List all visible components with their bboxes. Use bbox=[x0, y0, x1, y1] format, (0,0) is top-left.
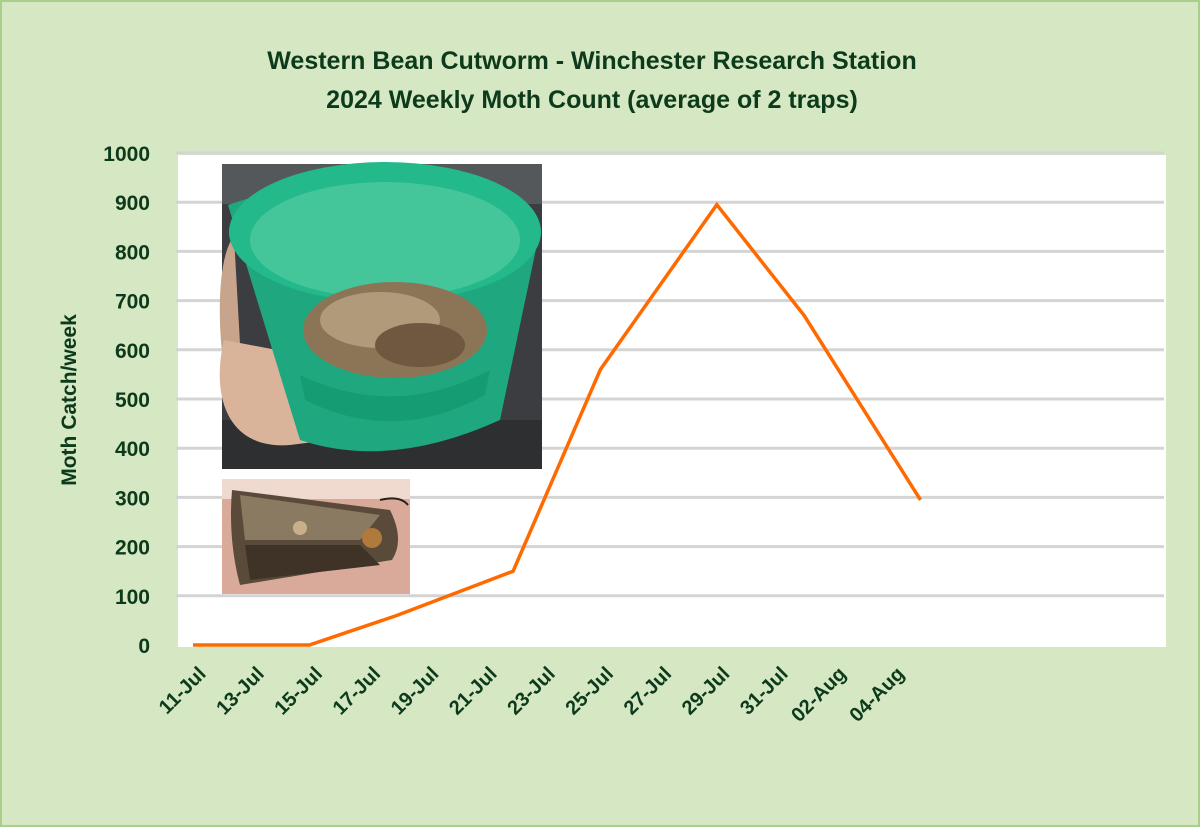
y-tick-label: 700 bbox=[115, 291, 150, 314]
series-line bbox=[193, 201, 922, 647]
y-tick-label: 800 bbox=[115, 241, 150, 264]
y-tick-label: 600 bbox=[115, 340, 150, 363]
x-tick-label: 02-Aug bbox=[787, 663, 850, 726]
x-tick-label: 21-Jul bbox=[445, 663, 501, 719]
chart-title: Western Bean Cutworm - Winchester Resear… bbox=[267, 47, 917, 75]
x-tick-label: 23-Jul bbox=[503, 663, 559, 719]
x-axis-ticks: 11-Jul 13-Jul 15-Jul 17-Jul 19-Jul 21-Jul 23-J… bbox=[155, 663, 909, 726]
y-axis-ticks: 0 100 200 300 400 500 600 700 800 900 1000 bbox=[103, 143, 150, 658]
y-axis-label: Moth Catch/week bbox=[58, 314, 81, 486]
moth-specimen-photo bbox=[222, 479, 410, 594]
y-tick-label: 500 bbox=[115, 389, 150, 412]
x-tick-label: 31-Jul bbox=[736, 663, 792, 719]
chart-subtitle: 2024 Weekly Moth Count (average of 2 tra… bbox=[326, 86, 858, 114]
x-tick-label: 15-Jul bbox=[270, 663, 326, 719]
x-tick-label: 29-Jul bbox=[678, 663, 734, 719]
y-tick-label: 400 bbox=[115, 438, 150, 461]
y-tick-label: 200 bbox=[115, 537, 150, 560]
x-tick-label: 13-Jul bbox=[212, 663, 268, 719]
y-tick-label: 300 bbox=[115, 487, 150, 510]
x-tick-label: 04-Aug bbox=[845, 663, 908, 726]
y-tick-label: 100 bbox=[115, 586, 150, 609]
x-tick-label: 19-Jul bbox=[387, 663, 443, 719]
y-tick-label: 0 bbox=[138, 635, 150, 658]
y-tick-label: 1000 bbox=[103, 143, 150, 166]
y-tick-label: 900 bbox=[115, 192, 150, 215]
x-tick-label: 11-Jul bbox=[155, 663, 211, 719]
x-tick-label: 27-Jul bbox=[620, 663, 676, 719]
x-tick-label: 25-Jul bbox=[561, 663, 617, 719]
moth-trap-bucket-photo bbox=[219, 162, 542, 469]
x-tick-label: 17-Jul bbox=[329, 663, 385, 719]
